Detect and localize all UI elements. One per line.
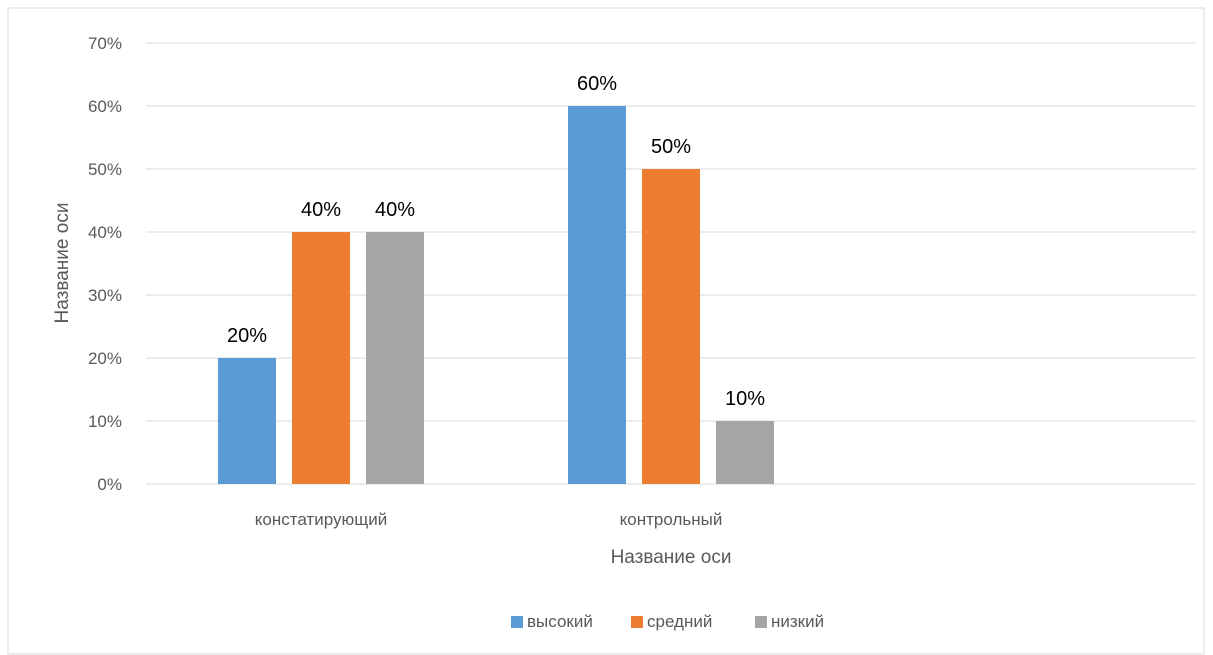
data-label: 20% xyxy=(227,325,267,347)
y-tick-label: 40% xyxy=(88,223,122,242)
legend-item-низкий: низкий xyxy=(755,612,824,631)
bar-низкий-контрольный xyxy=(716,421,774,484)
y-tick-label: 60% xyxy=(88,97,122,116)
x-axis-title: Название оси xyxy=(611,547,732,568)
legend-label: высокий xyxy=(527,612,593,631)
bars xyxy=(218,106,774,484)
legend-swatch xyxy=(631,616,643,628)
legend-label: средний xyxy=(647,612,712,631)
bar-высокий-контрольный xyxy=(568,106,626,484)
y-tick-label: 30% xyxy=(88,286,122,305)
y-tick-label: 10% xyxy=(88,412,122,431)
y-tick-label: 0% xyxy=(97,475,122,494)
bar-низкий-констатирующий xyxy=(366,232,424,484)
x-tick-label: констатирующий xyxy=(255,510,387,529)
data-label: 60% xyxy=(577,73,617,95)
y-axis-title: Название оси xyxy=(52,203,73,324)
x-tick-label: контрольный xyxy=(620,510,723,529)
bar-высокий-констатирующий xyxy=(218,358,276,484)
data-labels: 20% 40% 40% 60% 50% 10% xyxy=(227,73,765,410)
data-label: 50% xyxy=(651,136,691,158)
legend-item-средний: средний xyxy=(631,612,712,631)
y-tick-label: 50% xyxy=(88,160,122,179)
data-label: 40% xyxy=(375,199,415,221)
legend-swatch xyxy=(511,616,523,628)
bar-средний-контрольный xyxy=(642,169,700,484)
data-label: 10% xyxy=(725,388,765,410)
legend-label: низкий xyxy=(771,612,824,631)
legend: высокий средний низкий xyxy=(511,612,824,631)
data-label: 40% xyxy=(301,199,341,221)
y-tick-labels: 0% 10% 20% 30% 40% 50% 60% 70% xyxy=(88,34,122,494)
y-tick-label: 20% xyxy=(88,349,122,368)
y-tick-label: 70% xyxy=(88,34,122,53)
legend-item-высокий: высокий xyxy=(511,612,593,631)
bar-средний-констатирующий xyxy=(292,232,350,484)
legend-swatch xyxy=(755,616,767,628)
x-tick-labels: констатирующий контрольный xyxy=(255,510,723,529)
